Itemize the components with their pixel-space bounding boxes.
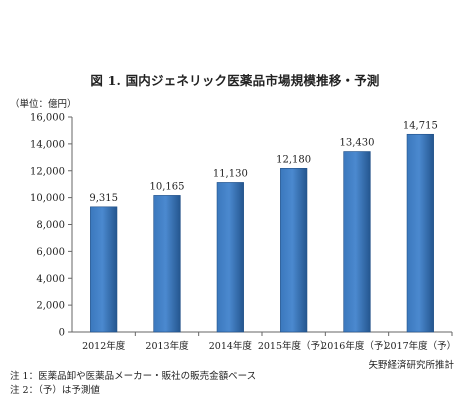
chart-title: 図 1. 国内ジェネリック医薬品市場規模推移・予測 <box>90 73 380 88</box>
x-tick-label: 2015年度（予） <box>258 340 330 352</box>
data-label: 11,130 <box>213 168 248 179</box>
data-label: 9,315 <box>89 193 118 204</box>
y-tick-label: 4,000 <box>36 274 65 285</box>
source-note: 矢野経済研究所推計 <box>368 360 454 371</box>
bar <box>216 182 244 333</box>
footnote-2: 注 2：（予）は予測値 <box>10 385 100 396</box>
bar <box>343 151 371 333</box>
bar <box>280 168 308 333</box>
data-label: 10,165 <box>150 181 185 192</box>
y-tick-label: 2,000 <box>36 301 65 312</box>
bar <box>153 195 181 333</box>
y-tick-label: 16,000 <box>30 113 65 124</box>
y-tick-label: 6,000 <box>36 247 65 258</box>
x-tick-label: 2017年度（予） <box>384 340 456 352</box>
x-tick-label: 2016年度（予） <box>321 340 393 352</box>
x-tick-label: 2012年度 <box>82 340 126 352</box>
y-tick-label: 8,000 <box>36 220 65 231</box>
y-tick-label: 14,000 <box>30 139 65 150</box>
bar <box>90 206 118 333</box>
unit-label: （単位：億円） <box>10 99 77 110</box>
x-tick-label: 2013年度 <box>145 340 189 352</box>
y-tick-label: 10,000 <box>30 193 65 204</box>
x-tick-label: 2014年度 <box>209 340 253 352</box>
data-label: 12,180 <box>276 154 311 165</box>
data-label: 13,430 <box>340 138 375 149</box>
footnote-1: 注 1：医薬品卸や医薬品メーカー・販社の販売金額ベース <box>10 371 257 382</box>
data-label: 14,715 <box>403 120 438 131</box>
y-tick-label: 12,000 <box>30 166 65 177</box>
y-tick-label: 0 <box>59 328 65 339</box>
bar <box>406 133 434 333</box>
